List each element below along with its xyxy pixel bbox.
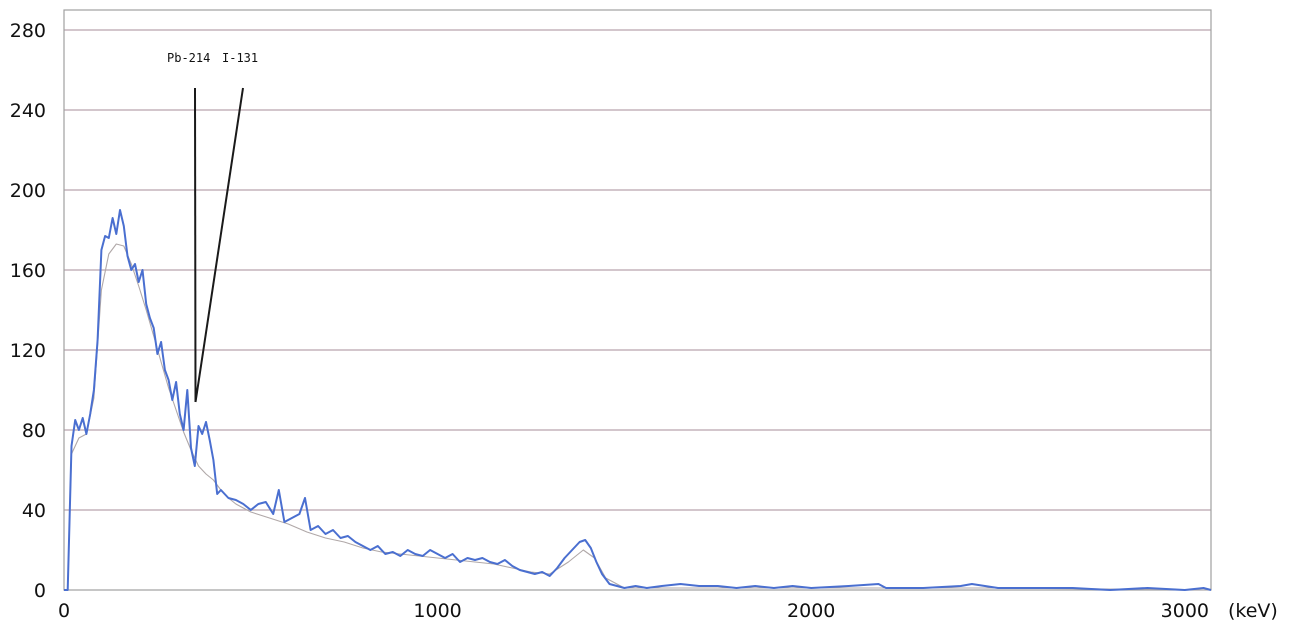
annotation-layer: Pb-214 I-131 [167,51,258,403]
y-tick-label: 280 [10,20,46,42]
y-tick-label: 0 [34,580,46,602]
series-layer [64,209,1212,591]
y-tick-label: 80 [22,420,46,442]
y-tick-label: 160 [10,260,46,282]
y-tick-labels: 0 40 80 120 160 200 240 280 [10,20,46,602]
x-tick-label: 0 [58,600,70,622]
series-line [64,243,1212,591]
x-tick-label: 2000 [787,600,835,622]
y-tick-label: 200 [10,180,46,202]
x-tick-label: 3000 [1161,600,1209,622]
x-tick-label: 1000 [413,600,461,622]
annotation-pointer [194,87,197,403]
annotation-label: I-131 [222,51,258,65]
annotation-label: Pb-214 [167,51,210,65]
y-tick-label: 240 [10,100,46,122]
annotation-pointer [194,87,244,403]
plot-frame [63,9,1212,591]
series-line [64,209,1212,591]
y-tick-label: 120 [10,340,46,362]
x-unit-label: (keV) [1228,600,1278,622]
y-tick-label: 40 [22,500,46,522]
x-tick-labels: 0 1000 2000 3000 [58,600,1209,622]
gridlines [64,29,1211,511]
